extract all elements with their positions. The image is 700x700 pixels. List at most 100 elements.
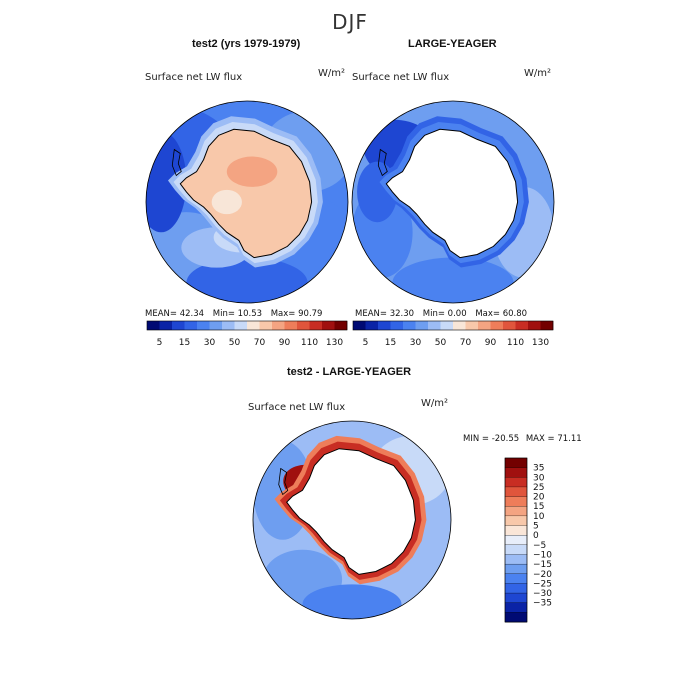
panel2-colorbar: 5 15 30 50 70 90 110 130: [352, 320, 554, 348]
colorbar-swatch-7: [504, 525, 528, 536]
colorbar-tick-label-2: 30: [204, 338, 216, 348]
panel3-map: [252, 420, 452, 620]
colorbar-tick-label-3: 20: [533, 493, 545, 503]
colorbar-tick-label-7: 130: [326, 338, 343, 348]
colorbar-tick-label-8: −5: [533, 541, 546, 551]
colorbar-tick-label-12: −25: [533, 579, 552, 589]
colorbar-tick-label-14: −35: [533, 599, 552, 609]
colorbar-swatch-13: [504, 583, 528, 594]
panel2-title: LARGE-YEAGER: [408, 38, 497, 50]
colorbar-tick-label-13: −30: [533, 589, 552, 599]
colorbar-tick-label-5: 90: [485, 338, 497, 348]
panel2-mean: 32.30: [389, 309, 415, 319]
south-america-coast: [377, 148, 388, 177]
panel1-min: 10.53: [237, 309, 263, 319]
panel1-max-label: Max=: [270, 309, 296, 319]
colorbar-swatch-9: [259, 321, 273, 330]
colorbar-swatch-6: [504, 515, 528, 526]
panel2-max-label: Max=: [475, 309, 501, 319]
field-patch-4: [186, 257, 308, 303]
colorbar-tick-label-0: 35: [533, 464, 544, 474]
colorbar-swatch-8: [247, 321, 260, 330]
colorbar-swatch-15: [334, 321, 348, 330]
colorbar-swatch-5: [504, 506, 528, 517]
panel2-min: 0.00: [447, 309, 467, 319]
panel3-max-label: MAX =: [525, 434, 555, 444]
land-patch-1: [211, 189, 242, 215]
colorbar-swatch-14: [504, 592, 528, 604]
land-patch-0: [226, 156, 278, 187]
panel1-colorbar: 5 15 30 50 70 90 110 130: [146, 320, 348, 348]
panel1-max: 90.79: [298, 309, 323, 319]
colorbar-tick-label-1: 15: [179, 338, 190, 348]
colorbar-swatch-10: [504, 554, 528, 565]
panel2-mean-label: MEAN=: [355, 309, 387, 319]
panel3-min: -20.55: [491, 434, 520, 444]
field-patch-4: [302, 584, 402, 619]
colorbar-swatch-0: [353, 321, 366, 330]
colorbar-swatch-7: [234, 321, 248, 330]
colorbar-tick-label-0: 5: [157, 338, 163, 348]
colorbar-swatch-3: [504, 486, 528, 498]
map-field: [352, 101, 554, 303]
panel1-title: test2 (yrs 1979-1979): [192, 38, 301, 50]
panel3-title: test2 - LARGE-YEAGER: [287, 366, 412, 378]
colorbar-swatch-11: [504, 563, 528, 575]
colorbar-swatch-2: [504, 477, 528, 488]
colorbar-swatch-13: [515, 321, 529, 330]
south-america-coast: [171, 148, 182, 177]
colorbar-swatch-0: [147, 321, 160, 330]
figure-title: DJF: [332, 10, 368, 34]
panel1-min-label: Min=: [212, 309, 235, 319]
colorbar-tick-label-5: 90: [279, 338, 291, 348]
colorbar-tick-label-4: 70: [254, 338, 266, 348]
colorbar-swatch-9: [465, 321, 479, 330]
colorbar-tick-label-11: −20: [533, 570, 552, 580]
south-america-coast: [278, 467, 289, 496]
colorbar-swatch-12: [297, 321, 310, 330]
colorbar-swatch-10: [478, 321, 491, 330]
colorbar-swatch-6: [222, 321, 235, 330]
colorbar-tick-label-7: 130: [532, 338, 549, 348]
antarctica-continent: [286, 448, 416, 575]
colorbar-swatch-2: [172, 321, 185, 330]
panel3-min-label: MIN =: [463, 434, 490, 444]
colorbar-swatch-12: [503, 321, 516, 330]
panel1-variable: Surface net LW flux: [145, 72, 243, 83]
colorbar-swatch-15: [504, 602, 528, 613]
colorbar-swatch-5: [209, 321, 223, 330]
colorbar-swatch-1: [159, 321, 173, 330]
panel2-max: 60.80: [502, 309, 528, 319]
panel2-map: [351, 100, 555, 304]
colorbar-tick-label-0: 5: [363, 338, 369, 348]
panel1-mean-label: MEAN=: [145, 309, 177, 319]
map-boundary: [252, 420, 452, 620]
panel2-min-label: Min=: [422, 309, 445, 319]
colorbar-swatch-6: [428, 321, 441, 330]
colorbar-tick-label-6: 110: [301, 338, 318, 348]
colorbar-swatch-4: [197, 321, 210, 330]
colorbar-swatch-15: [540, 321, 554, 330]
colorbar-swatch-9: [504, 544, 528, 555]
map-field: [253, 421, 451, 619]
colorbar-swatch-0: [504, 457, 528, 469]
panel1-units: W/m²: [318, 68, 346, 79]
colorbar-swatch-1: [365, 321, 379, 330]
map-field: [146, 101, 348, 303]
panel3-stats: MIN = -20.55 MAX = 71.11: [463, 434, 582, 444]
colorbar-swatch-13: [309, 321, 323, 330]
antarctica-continent: [385, 128, 519, 259]
colorbar-swatch-4: [403, 321, 416, 330]
colorbar-swatch-1: [504, 467, 528, 478]
colorbar-tick-label-4: 70: [460, 338, 472, 348]
panel3-units: W/m²: [421, 398, 449, 409]
colorbar-swatch-14: [322, 321, 335, 330]
colorbar-tick-label-7: 0: [533, 531, 539, 541]
colorbar-tick-label-5: 10: [533, 512, 545, 522]
panel2-units: W/m²: [524, 68, 552, 79]
colorbar-swatch-7: [440, 321, 454, 330]
colorbar-swatch-12: [504, 573, 528, 584]
colorbar-swatch-10: [272, 321, 285, 330]
colorbar-tick-label-3: 50: [229, 338, 241, 348]
